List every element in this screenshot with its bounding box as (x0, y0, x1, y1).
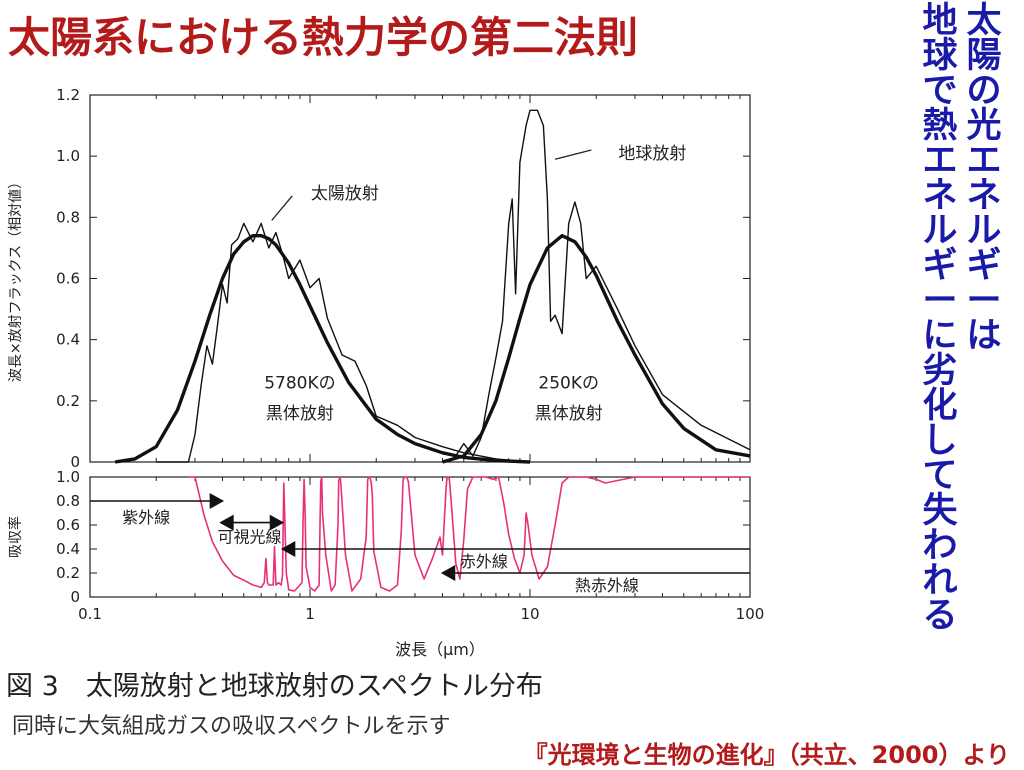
plot-frame (89, 476, 751, 598)
band-label: 可視光線 (218, 528, 282, 547)
y-tick-label: 0.4 (56, 540, 80, 558)
leader-line (554, 149, 592, 160)
band-label: 赤外線 (460, 552, 508, 571)
top-panel: 0 0.2 0.4 0.6 0.8 1.0 1.2 波長×放射フラックス（相対値） 太陽放射 地球… (8, 86, 751, 471)
y-tick-label: 0.6 (56, 270, 80, 288)
band-label: 熱赤外線 (575, 576, 639, 595)
series-line (442, 233, 751, 464)
annotation-label: 地球放射 (618, 144, 686, 164)
spectrum-chart-svg: 0 0.2 0.4 0.6 0.8 1.0 1.2 波長×放射フラックス（相対値） 太陽放射 地球… (7, 86, 764, 659)
annotation-label: 太陽放射 (311, 184, 379, 204)
band-label: 紫外線 (122, 508, 170, 527)
x-tick-label: 100 (736, 605, 765, 623)
series-line (114, 233, 531, 464)
y-axis-label: 吸収率 (7, 516, 24, 558)
annotation-label: 5780Kの (264, 374, 335, 394)
figure-caption: 図 3 太陽放射と地球放射のスペクトル分布 (6, 671, 543, 702)
y-tick-label: 0 (70, 588, 80, 606)
figure-subcaption: 同時に大気組成ガスの吸収スペクトルを示す (12, 714, 451, 739)
series-line (442, 109, 751, 463)
vertical-message-col1: 太陽の光エネルギーは (966, 1, 1002, 356)
y-tick-label: 0.2 (56, 392, 80, 410)
y-tick-label: 0.2 (56, 564, 80, 582)
vertical-message-col2: 地球で熱エネルギーに劣化して失われる (922, 1, 958, 636)
y-tick-label: 0.6 (56, 516, 80, 534)
annotation-label: 黒体放射 (535, 404, 603, 424)
x-tick-label: 1 (305, 605, 315, 623)
annotation-label: 黒体放射 (266, 404, 334, 424)
spectrum-figure: 0 0.2 0.4 0.6 0.8 1.0 1.2 波長×放射フラックス（相対値） 太陽放射 地球… (0, 80, 790, 670)
y-tick-label: 1.0 (56, 147, 80, 165)
absorption-line (188, 476, 750, 592)
x-tick-label: 0.1 (78, 605, 102, 623)
slide-title: 太陽系における熱力学の第二法則 (8, 13, 639, 62)
x-axis-label: 波長（μm） (395, 640, 485, 659)
series-line (156, 222, 531, 463)
y-tick-label: 0.8 (56, 208, 80, 226)
y-axis-label: 波長×放射フラックス（相対値） (8, 175, 24, 382)
y-tick-label: 0 (70, 453, 80, 471)
y-tick-label: 1.2 (56, 86, 80, 104)
x-tick-label: 10 (520, 605, 539, 623)
annotation-label: 250Kの (538, 374, 599, 394)
leader-line (271, 195, 293, 221)
source-citation: 『光環境と生物の進化』（共立、2000）より (523, 741, 1010, 769)
y-tick-label: 1.0 (56, 468, 80, 486)
y-tick-label: 0.4 (56, 331, 80, 349)
y-tick-label: 0.8 (56, 492, 80, 510)
